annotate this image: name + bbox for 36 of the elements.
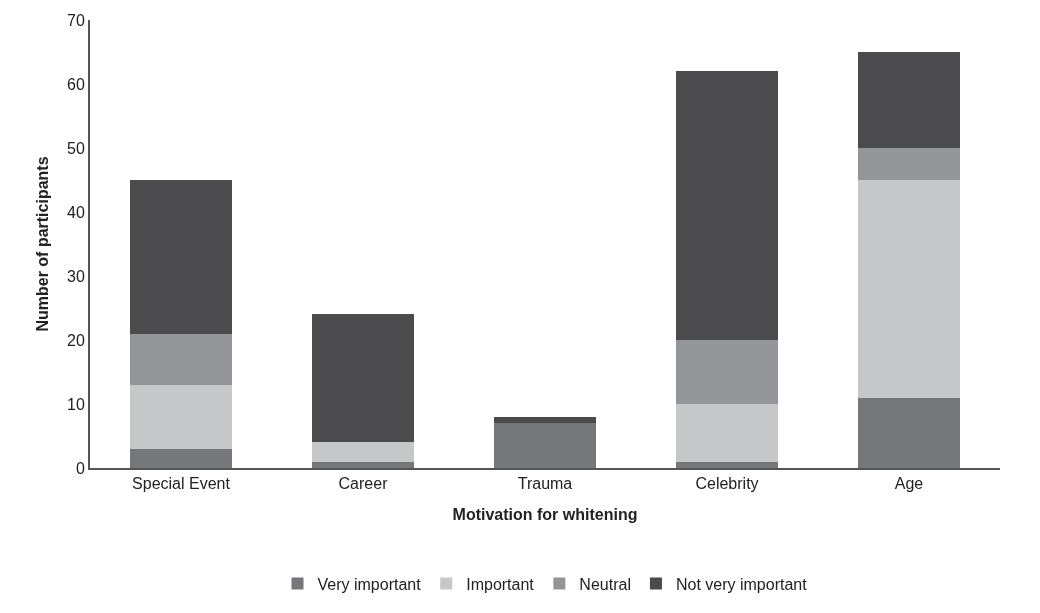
legend-label: Neutral: [579, 575, 631, 593]
x-axis-title: Motivation for whitening: [452, 506, 638, 524]
bar: [676, 461, 778, 468]
bar: [858, 148, 960, 180]
bar: [130, 333, 232, 385]
bar: [494, 423, 596, 468]
x-tick-label: Age: [894, 475, 924, 493]
legend-label: Very important: [317, 575, 422, 593]
bar: [312, 314, 414, 443]
legend-label: Important: [466, 575, 535, 593]
bar: [858, 52, 960, 148]
bar: [130, 180, 232, 334]
x-tick-label: Trauma: [517, 475, 573, 493]
y-tick-label: 0: [75, 459, 85, 477]
y-tick-label: 60: [67, 75, 85, 93]
y-tick-label: 40: [67, 203, 85, 221]
y-tick-label: 30: [67, 267, 85, 285]
bar: [676, 340, 778, 404]
bar: [676, 404, 778, 462]
y-tick-label: 20: [67, 331, 85, 349]
y-tick-label: 70: [67, 11, 85, 29]
x-tick-label: Special Event: [132, 475, 231, 493]
bar: [312, 442, 414, 462]
bar: [312, 461, 414, 468]
bar: [494, 416, 596, 424]
bar: [130, 448, 232, 468]
x-tick-label: Celebrity: [695, 475, 759, 493]
y-axis-title: Number of participants: [34, 156, 52, 332]
y-tick-label: 10: [67, 395, 85, 413]
y-tick-label: 50: [67, 139, 85, 157]
bar: [858, 397, 960, 468]
bar: [858, 180, 960, 398]
x-tick-label: Career: [338, 475, 389, 493]
bar: [130, 384, 232, 449]
bar: [676, 71, 778, 340]
legend-label: Not very important: [675, 575, 808, 593]
